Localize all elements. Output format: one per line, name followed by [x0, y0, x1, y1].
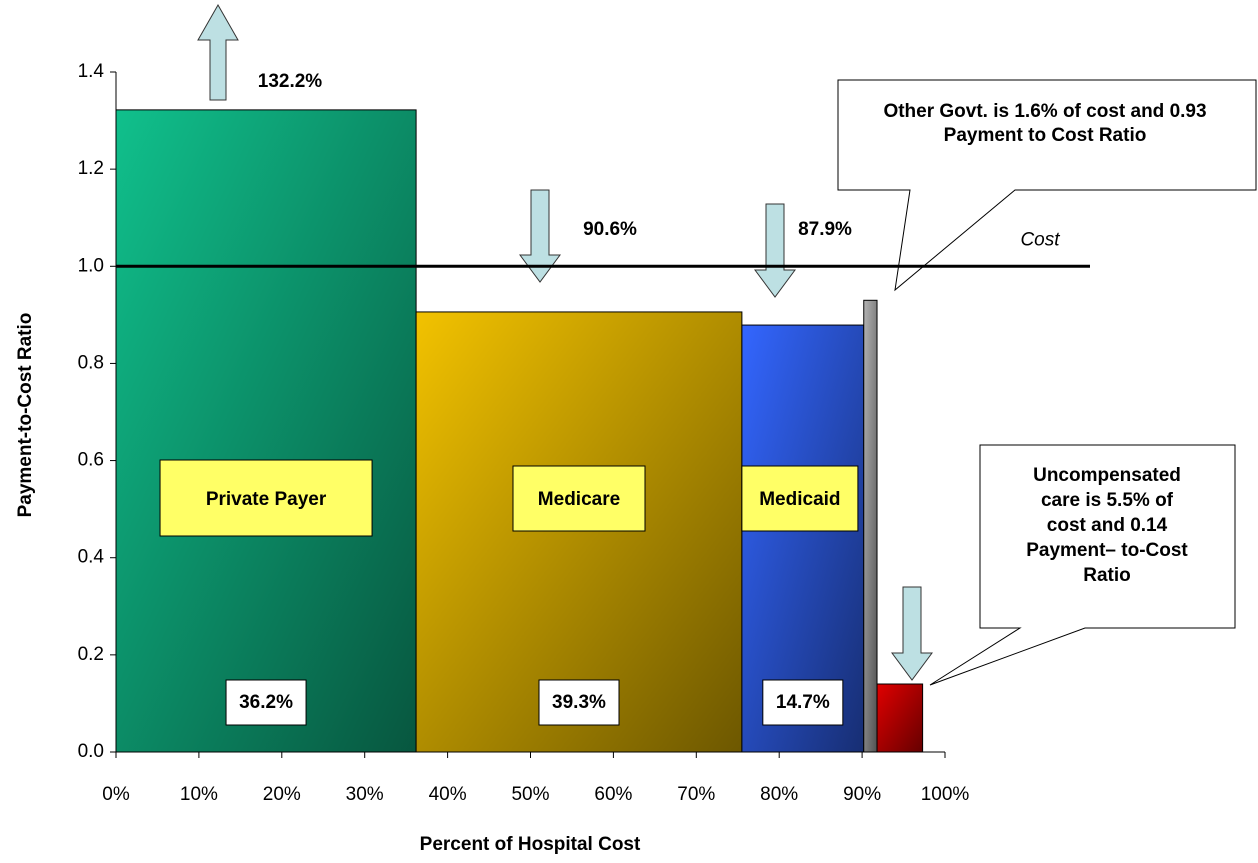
down-arrow [754, 203, 796, 298]
bars [115, 109, 924, 753]
x-tick-label: 30% [346, 784, 384, 805]
y-tick-label: 0.4 [78, 547, 105, 568]
value-label: 87.9% [798, 219, 852, 240]
label-box [159, 459, 373, 537]
label-box [538, 679, 620, 726]
x-axis-title: Percent of Hospital Cost [420, 834, 641, 855]
label-box [741, 465, 859, 532]
x-tick-label: 10% [180, 784, 218, 805]
x-tick-label: 60% [594, 784, 632, 805]
bar-shade [116, 109, 417, 752]
y-tick-label: 0.0 [78, 741, 104, 762]
up-arrow [197, 3, 239, 101]
x-tick-label: 40% [429, 784, 467, 805]
x-tick-label: 20% [263, 784, 301, 805]
x-tick-label: 100% [921, 784, 970, 805]
annotation: care is 5.5% of [1041, 490, 1174, 511]
x-tick-label: 50% [511, 784, 549, 805]
x-tick-label: 70% [677, 784, 715, 805]
annotation: cost and 0.14 [1047, 515, 1168, 536]
label-box [225, 679, 307, 726]
down-arrow [891, 586, 933, 681]
width-label: 39.3% [552, 692, 606, 713]
annotation: Payment– to-Cost [1026, 540, 1188, 561]
value-label: 132.2% [258, 71, 323, 92]
x-tick-label: 0% [102, 784, 130, 805]
annotation: Other Govt. is 1.6% of cost and 0.93 [883, 101, 1206, 122]
y-tick-label: 1.4 [78, 61, 105, 82]
y-tick-label: 1.2 [78, 158, 104, 179]
bar-shade [863, 300, 878, 752]
annotation: Uncompensated [1033, 465, 1181, 486]
y-axis-title: Payment-to-Cost Ratio [15, 313, 36, 518]
label-box [512, 465, 646, 532]
x-tick-label: 80% [760, 784, 798, 805]
value-label: 90.6% [583, 219, 637, 240]
annotation: Ratio [1083, 565, 1131, 586]
category-label: Private Payer [206, 489, 327, 510]
category-label: Medicare [538, 489, 620, 510]
callout [929, 444, 1236, 686]
width-label: 36.2% [239, 692, 293, 713]
y-tick-label: 0.8 [78, 352, 104, 373]
y-tick-label: 0.6 [78, 450, 104, 471]
y-tick-label: 0.2 [78, 644, 104, 665]
reference-label: Cost [1020, 229, 1060, 250]
callout [837, 79, 1257, 292]
width-label: 14.7% [776, 692, 830, 713]
label-box [762, 679, 844, 726]
down-arrow [519, 189, 561, 283]
x-tick-label: 90% [843, 784, 881, 805]
bar-shade [877, 684, 923, 752]
category-label: Medicaid [759, 489, 840, 510]
annotation: Payment to Cost Ratio [944, 125, 1147, 146]
bar-shade [416, 311, 742, 752]
y-tick-label: 1.0 [78, 255, 104, 276]
